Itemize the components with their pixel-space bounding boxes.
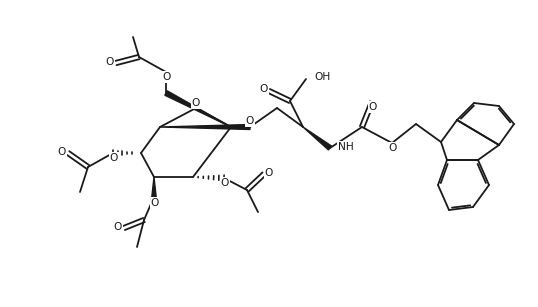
Text: O: O (110, 153, 118, 163)
Text: O: O (246, 116, 254, 126)
Text: NH: NH (338, 142, 354, 152)
Text: OH: OH (314, 72, 330, 82)
Polygon shape (165, 91, 231, 127)
Text: O: O (114, 222, 122, 232)
Text: O: O (163, 72, 171, 82)
Text: O: O (106, 57, 114, 67)
Text: O: O (151, 198, 159, 208)
Polygon shape (160, 125, 250, 130)
Polygon shape (152, 177, 156, 197)
Text: O: O (369, 102, 377, 112)
Text: O: O (389, 143, 397, 153)
Polygon shape (303, 127, 331, 150)
Text: O: O (221, 178, 229, 188)
Text: O: O (192, 98, 200, 108)
Text: O: O (260, 84, 268, 94)
Text: O: O (58, 147, 66, 157)
Text: O: O (265, 168, 273, 178)
